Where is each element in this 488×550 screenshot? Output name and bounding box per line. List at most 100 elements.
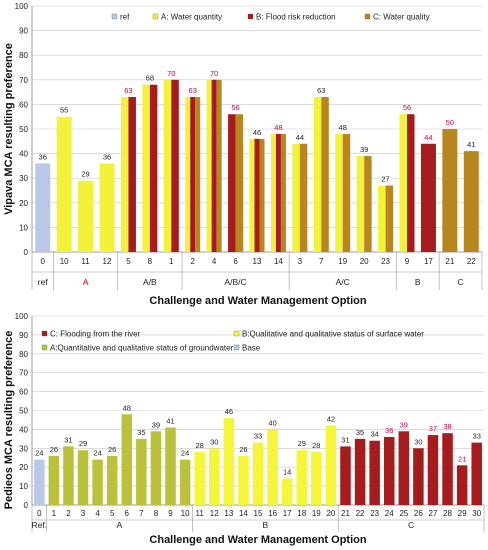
- data-label: 26: [108, 445, 116, 454]
- x-tick-label: 14: [274, 257, 283, 266]
- bar: [163, 79, 172, 252]
- x-tick-label: 21: [445, 257, 454, 266]
- data-label: 14: [283, 468, 291, 477]
- x-tick-label: 13: [224, 509, 233, 518]
- legend-swatch: [111, 13, 118, 20]
- x-tick-label: 22: [467, 257, 476, 266]
- data-label: 48: [339, 123, 347, 132]
- data-label: 63: [124, 86, 132, 95]
- bar: [299, 143, 308, 252]
- data-label: 56: [231, 103, 239, 112]
- x-tick-label: 8: [148, 257, 153, 266]
- data-label: 44: [424, 133, 432, 142]
- data-label: 36: [103, 152, 111, 161]
- x-tick-label: 0: [40, 257, 45, 266]
- data-label: 24: [35, 449, 43, 458]
- y-tick-label: 60: [19, 388, 28, 397]
- data-label: 36: [385, 426, 393, 435]
- data-label: 63: [189, 86, 197, 95]
- data-label: 41: [166, 417, 174, 426]
- data-label: 29: [79, 439, 87, 448]
- x-tick-label: 5: [110, 509, 115, 518]
- legend-swatch: [41, 344, 48, 351]
- y-tick-label: 20: [19, 463, 28, 472]
- data-label: 31: [64, 435, 72, 444]
- x-tick-label: 23: [381, 257, 390, 266]
- legend-swatch: [152, 13, 159, 20]
- group-label: B: [415, 277, 421, 287]
- data-label: 36: [39, 152, 47, 161]
- bar: [99, 163, 115, 252]
- bar: [442, 129, 458, 252]
- data-label: 55: [60, 106, 68, 115]
- bar: [364, 156, 372, 252]
- bar: [92, 459, 103, 505]
- y-tick-label: 0: [24, 501, 29, 510]
- x-tick-label: 9: [405, 257, 410, 266]
- bar: [194, 452, 205, 505]
- x-tick-label: 29: [458, 509, 467, 518]
- y-tick-label: 40: [19, 150, 28, 159]
- x-tick-label: 19: [312, 509, 321, 518]
- y-tick-label: 70: [19, 369, 28, 378]
- x-tick-label: 14: [239, 509, 248, 518]
- group-label: C: [458, 277, 464, 287]
- x-tick-label: 13: [253, 257, 262, 266]
- x-tick-label: 23: [370, 509, 379, 518]
- data-label: 29: [81, 170, 89, 179]
- x-tick-label: 22: [356, 509, 365, 518]
- group-label: C: [408, 520, 414, 530]
- y-tick-label: 60: [19, 100, 28, 109]
- bar: [216, 79, 222, 252]
- x-axis-title: Challenge and Water Management Option: [149, 534, 366, 546]
- x-tick-label: 11: [196, 509, 205, 518]
- x-tick-label: 6: [125, 509, 130, 518]
- bar: [211, 79, 217, 252]
- data-label: 70: [167, 69, 175, 78]
- x-tick-label: 12: [103, 257, 112, 266]
- y-tick-label: 0: [24, 248, 29, 257]
- bar: [292, 143, 300, 252]
- group-label: A/C: [336, 277, 350, 287]
- data-label: 33: [254, 432, 262, 441]
- bar: [354, 438, 366, 505]
- x-tick-label: 6: [233, 257, 238, 266]
- legend-label: A:Quantitative and qualitative status of…: [50, 344, 234, 353]
- bar: [179, 459, 191, 505]
- data-label: 26: [239, 445, 247, 454]
- bar: [63, 446, 74, 505]
- legend-label: Base: [242, 344, 261, 353]
- x-tick-label: 0: [37, 509, 42, 518]
- x-tick-label: 12: [210, 509, 219, 518]
- data-label: 38: [443, 422, 451, 431]
- bar: [206, 79, 212, 252]
- bar: [171, 79, 179, 252]
- bar: [335, 133, 343, 252]
- y-tick-label: 50: [19, 407, 28, 416]
- bar: [267, 429, 278, 505]
- bar: [209, 448, 220, 505]
- bar: [259, 138, 265, 252]
- bar: [442, 433, 453, 505]
- bar: [56, 116, 72, 252]
- bar: [195, 97, 201, 253]
- x-tick-label: 4: [95, 509, 100, 518]
- bar: [190, 97, 196, 253]
- bar: [238, 455, 249, 505]
- data-label: 39: [152, 420, 160, 429]
- group-label: A: [83, 277, 89, 287]
- legend-label: B:Qualitative and qualitative status of …: [242, 330, 424, 339]
- x-tick-label: 7: [139, 509, 144, 518]
- data-label: 48: [123, 403, 131, 412]
- data-label: 46: [253, 128, 261, 137]
- y-tick-label: 100: [15, 312, 29, 321]
- data-label: 27: [381, 175, 389, 184]
- bar: [296, 450, 307, 505]
- y-tick-label: 30: [19, 174, 28, 183]
- bar: [311, 452, 322, 505]
- x-tick-label: 3: [81, 509, 86, 518]
- bar: [383, 436, 395, 505]
- data-label: 40: [268, 418, 276, 427]
- data-label: 70: [210, 69, 218, 78]
